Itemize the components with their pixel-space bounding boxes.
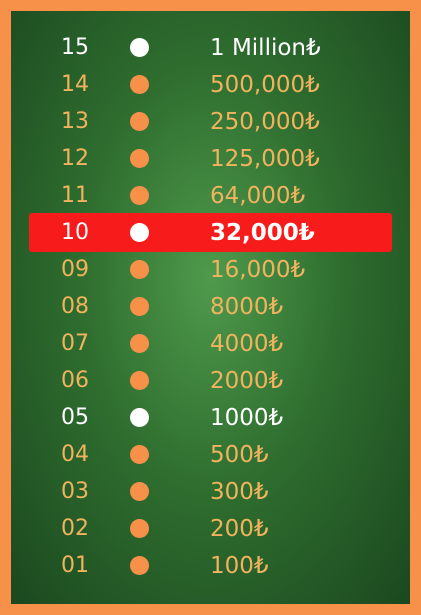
- ladder-row-07: 07 4000₺: [11, 325, 410, 362]
- ladder-row-01: 01 100₺: [11, 547, 410, 584]
- ladder-row-02: 02 200₺: [11, 510, 410, 547]
- level-dot-icon: [130, 297, 149, 316]
- level-number: 08: [61, 294, 89, 319]
- level-dot-icon: [130, 112, 149, 131]
- ladder-row-09: 09 16,000₺: [11, 251, 410, 288]
- prize-amount: 1 Million₺: [210, 34, 321, 61]
- prize-amount: 250,000₺: [210, 108, 320, 135]
- prize-amount: 1000₺: [210, 404, 284, 431]
- level-number: 11: [61, 183, 89, 208]
- level-dot-icon: [130, 408, 149, 427]
- level-dot-icon: [130, 149, 149, 168]
- level-number: 10: [61, 220, 89, 245]
- level-dot-icon: [130, 38, 149, 57]
- level-number: 06: [61, 368, 89, 393]
- prize-amount: 32,000₺: [210, 219, 315, 246]
- level-number: 05: [61, 405, 89, 430]
- level-dot-icon: [130, 556, 149, 575]
- ladder-row-10: 10 32,000₺: [11, 213, 410, 252]
- level-dot-icon: [130, 186, 149, 205]
- level-dot-icon: [130, 334, 149, 353]
- level-dot-icon: [130, 260, 149, 279]
- prize-amount: 100₺: [210, 552, 269, 579]
- level-number: 03: [61, 479, 89, 504]
- prize-amount: 8000₺: [210, 293, 284, 320]
- level-number: 14: [61, 72, 89, 97]
- level-dot-icon: [130, 445, 149, 464]
- level-dot-icon: [130, 223, 149, 242]
- ladder-row-05: 05 1000₺: [11, 399, 410, 436]
- level-number: 12: [61, 146, 89, 171]
- ladder-row-13: 13 250,000₺: [11, 103, 410, 140]
- prize-amount: 2000₺: [210, 367, 284, 394]
- level-dot-icon: [130, 371, 149, 390]
- ladder-row-08: 08 8000₺: [11, 288, 410, 325]
- ladder-row-15: 15 1 Million₺: [11, 29, 410, 66]
- prize-amount: 16,000₺: [210, 256, 306, 283]
- level-number: 01: [61, 553, 89, 578]
- ladder-row-14: 14 500,000₺: [11, 66, 410, 103]
- ladder-row-03: 03 300₺: [11, 473, 410, 510]
- level-dot-icon: [130, 482, 149, 501]
- level-dot-icon: [130, 75, 149, 94]
- prize-amount: 200₺: [210, 515, 269, 542]
- level-number: 09: [61, 257, 89, 282]
- prize-amount: 300₺: [210, 478, 269, 505]
- ladder-row-04: 04 500₺: [11, 436, 410, 473]
- level-dot-icon: [130, 519, 149, 538]
- money-ladder: 15 1 Million₺ 14 500,000₺ 13 250,000₺ 12…: [11, 29, 410, 584]
- prize-amount: 500,000₺: [210, 71, 320, 98]
- ladder-row-11: 11 64,000₺: [11, 177, 410, 214]
- money-ladder-board: 15 1 Million₺ 14 500,000₺ 13 250,000₺ 12…: [11, 11, 410, 604]
- level-number: 07: [61, 331, 89, 356]
- ladder-row-12: 12 125,000₺: [11, 140, 410, 177]
- ladder-row-06: 06 2000₺: [11, 362, 410, 399]
- prize-amount: 125,000₺: [210, 145, 320, 172]
- prize-amount: 500₺: [210, 441, 269, 468]
- level-number: 02: [61, 516, 89, 541]
- level-number: 04: [61, 442, 89, 467]
- level-number: 13: [61, 109, 89, 134]
- prize-amount: 64,000₺: [210, 182, 306, 209]
- prize-amount: 4000₺: [210, 330, 284, 357]
- level-number: 15: [61, 35, 89, 60]
